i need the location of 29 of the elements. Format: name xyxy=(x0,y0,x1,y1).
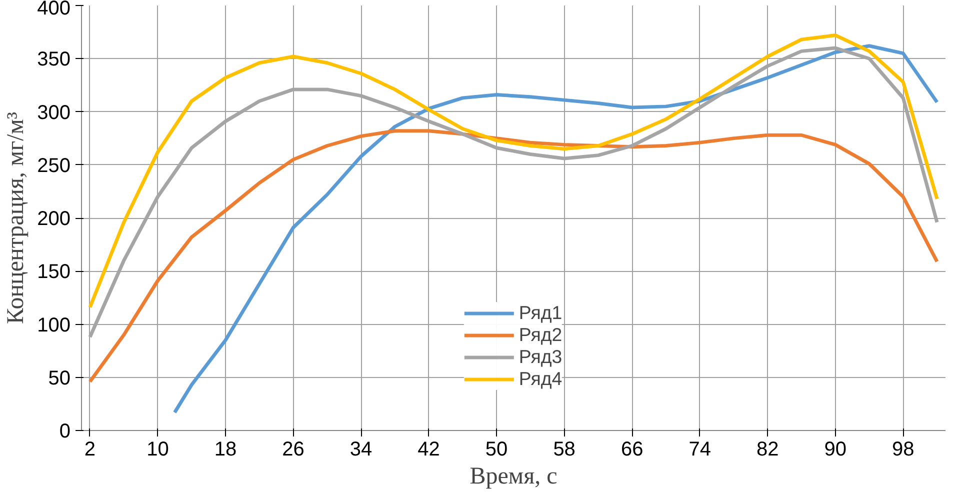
x-tick-label: 74 xyxy=(688,438,711,460)
x-tick-label: 2 xyxy=(84,438,96,460)
legend-label: Ряд1 xyxy=(518,302,562,324)
y-tick-label: 200 xyxy=(37,208,71,230)
x-tick-label: 18 xyxy=(214,438,237,460)
legend-label: Ряд3 xyxy=(518,346,562,368)
x-tick-label: 90 xyxy=(824,438,847,460)
y-tick-label: 250 xyxy=(37,154,71,177)
y-tick-label: 350 xyxy=(37,48,71,71)
x-tick-label: 26 xyxy=(282,438,304,460)
line-series xyxy=(172,44,939,414)
y-tick-label: 50 xyxy=(48,367,71,390)
y-tick-label: 150 xyxy=(37,261,71,284)
x-tick-label: 34 xyxy=(350,438,372,460)
y-tick-label: 100 xyxy=(37,314,71,336)
x-tick-label: 42 xyxy=(418,438,440,460)
y-tick-label: 0 xyxy=(59,420,70,442)
legend-label: Ряд2 xyxy=(518,324,562,346)
x-tick-label: 66 xyxy=(620,438,644,460)
x-tick-label: 82 xyxy=(756,438,779,460)
x-axis-title: Время, с xyxy=(470,464,558,490)
y-tick-label: 400 xyxy=(37,0,71,20)
x-tick-label: 58 xyxy=(553,438,576,460)
x-tick-label: 98 xyxy=(892,438,914,460)
legend-label: Ряд4 xyxy=(518,368,562,390)
y-tick-label: 300 xyxy=(37,102,71,124)
x-tick-label: 10 xyxy=(146,438,169,460)
y-axis-title: Концентрация, мг/м³ xyxy=(3,112,30,324)
x-tick-label: 50 xyxy=(485,438,508,460)
